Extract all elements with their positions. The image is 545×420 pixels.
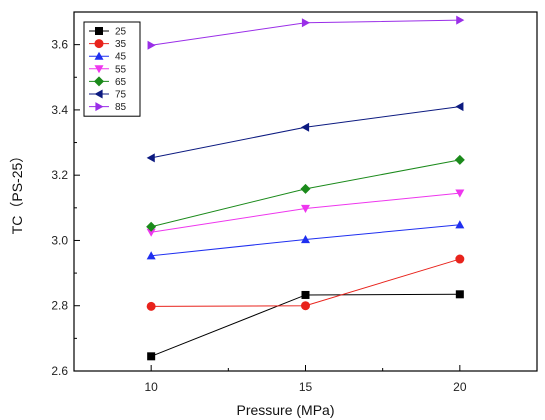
legend-label-65: 65: [115, 77, 127, 88]
y-tick-label: 3.4: [51, 103, 68, 117]
data-point-25: [301, 290, 310, 299]
legend-marker-85: [95, 102, 104, 112]
data-point-35: [455, 254, 465, 264]
data-point-35: [301, 301, 310, 311]
data-point-45: [301, 234, 310, 244]
data-point-85: [301, 18, 310, 28]
y-tick-label: 2.8: [51, 299, 68, 313]
series-line-75: [151, 106, 460, 159]
legend-label-85: 85: [115, 102, 127, 113]
legend-label-35: 35: [115, 39, 127, 50]
x-tick-label: 15: [299, 380, 313, 394]
data-point-55: [146, 228, 156, 237]
legend-marker-75: [94, 89, 103, 99]
legend-label-25: 25: [115, 27, 127, 38]
x-tick-label: 20: [453, 380, 467, 394]
data-point-65: [454, 154, 465, 165]
legend-marker-35: [94, 39, 104, 49]
legend-marker-55: [94, 65, 104, 74]
data-point-45: [455, 220, 465, 229]
data-point-55: [301, 204, 310, 213]
legend-marker-25: [95, 27, 103, 35]
data-point-85: [147, 40, 156, 50]
legend-label-75: 75: [115, 90, 127, 101]
series-line-35: [151, 258, 460, 307]
y-tick-label: 2.6: [51, 364, 68, 378]
x-axis-title: Pressure (MPa): [236, 402, 334, 418]
y-axis-title: TC（PS-25）: [9, 149, 25, 235]
data-point-65: [146, 221, 157, 232]
legend-label-45: 45: [115, 52, 127, 63]
x-tick-label: 10: [144, 380, 158, 394]
legend-marker-65: [94, 76, 104, 87]
data-point-65: [300, 183, 311, 194]
y-tick-label: 3.0: [51, 233, 68, 247]
data-point-75: [146, 153, 155, 163]
y-tick-label: 3.6: [51, 38, 68, 52]
data-point-25: [147, 352, 156, 361]
data-point-45: [146, 251, 156, 260]
data-point-35: [146, 301, 156, 311]
data-point-75: [455, 102, 464, 112]
data-point-25: [455, 290, 464, 299]
data-point-85: [456, 15, 465, 25]
legend-label-55: 55: [115, 64, 127, 75]
data-point-75: [301, 122, 310, 132]
data-point-55: [455, 189, 465, 198]
legend-marker-45: [94, 51, 104, 60]
y-tick-label: 3.2: [51, 168, 68, 182]
